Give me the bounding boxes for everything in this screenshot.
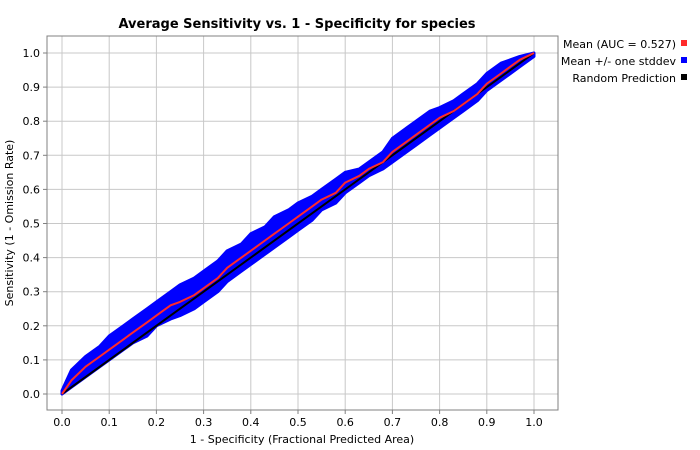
y-tick-label: 0.2 bbox=[23, 320, 41, 333]
y-tick-label: 0.1 bbox=[23, 354, 41, 367]
legend-swatch-stddev bbox=[681, 57, 687, 63]
x-tick-label: 0.0 bbox=[53, 416, 71, 429]
legend-label-stddev: Mean +/- one stddev bbox=[561, 55, 677, 68]
y-tick-label: 0.6 bbox=[23, 183, 41, 196]
legend-label-random: Random Prediction bbox=[572, 72, 676, 85]
legend-swatch-mean bbox=[681, 40, 687, 46]
x-tick-label: 1.0 bbox=[525, 416, 543, 429]
grid bbox=[47, 36, 558, 410]
mean-path bbox=[61, 52, 535, 395]
x-tick-label: 0.1 bbox=[100, 416, 118, 429]
y-tick-label: 0.7 bbox=[23, 149, 41, 162]
x-tick-label: 0.7 bbox=[384, 416, 402, 429]
x-tick-label: 0.6 bbox=[336, 416, 354, 429]
x-axis-label: 1 - Specificity (Fractional Predicted Ar… bbox=[190, 433, 414, 446]
legend-swatch-random bbox=[681, 74, 687, 80]
y-axis-ticks: 0.0 0.1 0.2 0.3 0.4 0.5 0.6 0.7 0.8 0.9 1.0 bbox=[23, 47, 47, 401]
y-tick-label: 0.8 bbox=[23, 115, 41, 128]
y-tick-label: 0.0 bbox=[23, 388, 41, 401]
legend: Mean (AUC = 0.527) Mean +/- one stddev R… bbox=[561, 38, 687, 85]
y-axis-label: Sensitivity (1 - Omission Rate) bbox=[3, 140, 16, 307]
x-tick-label: 0.8 bbox=[431, 416, 449, 429]
x-axis-ticks: 0.0 0.1 0.2 0.3 0.4 0.5 0.6 0.7 0.8 0.9 1.0 bbox=[53, 410, 543, 429]
x-tick-label: 0.9 bbox=[478, 416, 496, 429]
chart-title: Average Sensitivity vs. 1 - Specificity … bbox=[118, 17, 475, 32]
mean-line bbox=[61, 52, 535, 395]
x-tick-label: 0.4 bbox=[242, 416, 260, 429]
y-tick-label: 0.4 bbox=[23, 252, 41, 265]
x-tick-label: 0.2 bbox=[148, 416, 166, 429]
y-tick-label: 0.9 bbox=[23, 81, 41, 94]
x-tick-label: 0.3 bbox=[195, 416, 213, 429]
y-tick-label: 1.0 bbox=[23, 47, 41, 60]
y-tick-label: 0.5 bbox=[23, 218, 41, 231]
x-tick-label: 0.5 bbox=[289, 416, 307, 429]
y-tick-label: 0.3 bbox=[23, 286, 41, 299]
legend-label-mean: Mean (AUC = 0.527) bbox=[563, 38, 676, 51]
